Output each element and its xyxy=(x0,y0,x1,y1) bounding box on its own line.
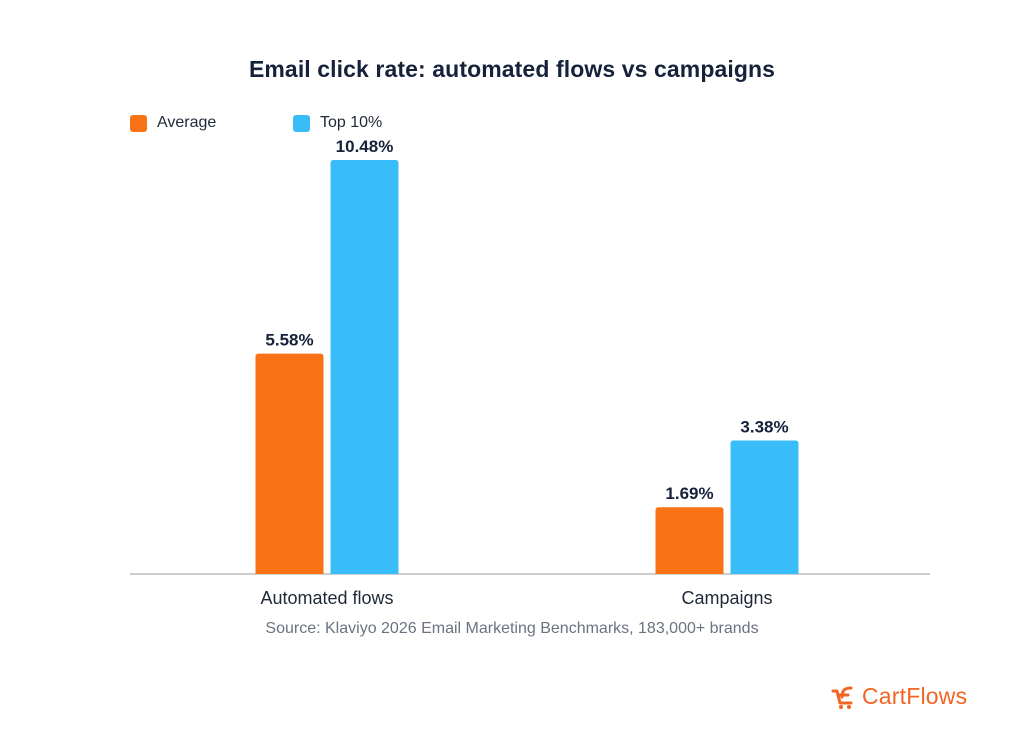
bar-chart: 5.58% 10.48% Automated flows 1.69% 3.38% Camp… xyxy=(130,137,930,608)
data-label-top-10-1: 3.38% xyxy=(740,417,788,436)
data-label-average-1: 1.69% xyxy=(665,484,713,503)
legend-swatch-top-10 xyxy=(293,114,310,132)
legend-swatch-average xyxy=(130,114,147,132)
bar-average-1 xyxy=(655,507,724,574)
brand-logo: CartFlows xyxy=(830,683,967,710)
legend-item-average: Average xyxy=(130,114,216,132)
data-label-top-10-0: 10.48% xyxy=(336,137,394,156)
cartflows-logo-icon xyxy=(831,686,853,709)
legend-label-average: Average xyxy=(157,114,217,131)
bar-top-10-1 xyxy=(730,440,799,574)
brand-name: CartFlows xyxy=(862,683,968,709)
x-tick-label-1: Campaigns xyxy=(681,588,772,608)
chart-title: Email click rate: automated flows vs cam… xyxy=(248,56,776,82)
bar-average-0 xyxy=(255,353,324,574)
bar-top-10-0 xyxy=(330,160,399,574)
x-tick-label-0: Automated flows xyxy=(260,588,393,608)
legend-item-top-10: Top 10% xyxy=(293,114,382,132)
source-note: Source: Klaviyo 2026 Email Marketing Ben… xyxy=(265,620,759,637)
legend-label-top-10: Top 10% xyxy=(320,114,383,131)
data-label-average-0: 5.58% xyxy=(265,331,313,350)
